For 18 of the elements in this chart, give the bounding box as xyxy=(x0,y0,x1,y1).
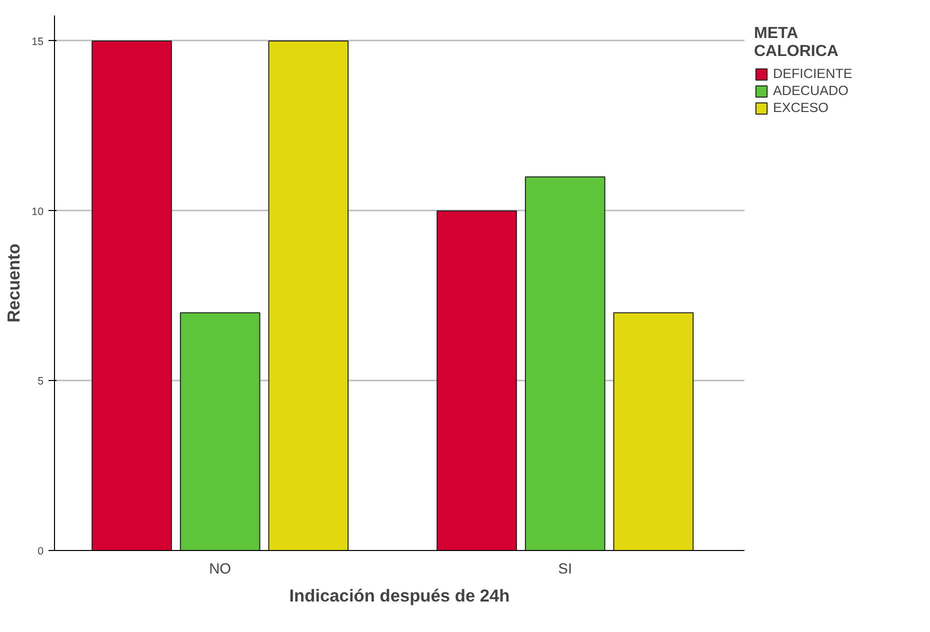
legend-title: META CALORICA xyxy=(754,25,840,61)
y-tick-label: 5 xyxy=(38,376,44,388)
bar xyxy=(436,210,517,550)
x-tick-label: SI xyxy=(558,562,572,578)
y-tick-label: 10 xyxy=(32,206,44,218)
bar xyxy=(613,312,694,550)
y-axis-title: Recuento xyxy=(4,244,24,322)
bar xyxy=(92,40,172,550)
legend-label: ADECUADO xyxy=(773,83,849,98)
bar xyxy=(524,176,606,550)
y-tick-label: 0 xyxy=(38,546,44,558)
y-tick-label: 15 xyxy=(32,36,44,48)
bar xyxy=(180,312,260,550)
legend-label: EXCESO xyxy=(773,100,829,115)
legend-label: DEFICIENTE xyxy=(773,66,852,81)
x-tick-label: NO xyxy=(209,562,232,578)
x-axis-title: Indicación después de 24h xyxy=(289,586,510,606)
bar xyxy=(268,40,349,550)
